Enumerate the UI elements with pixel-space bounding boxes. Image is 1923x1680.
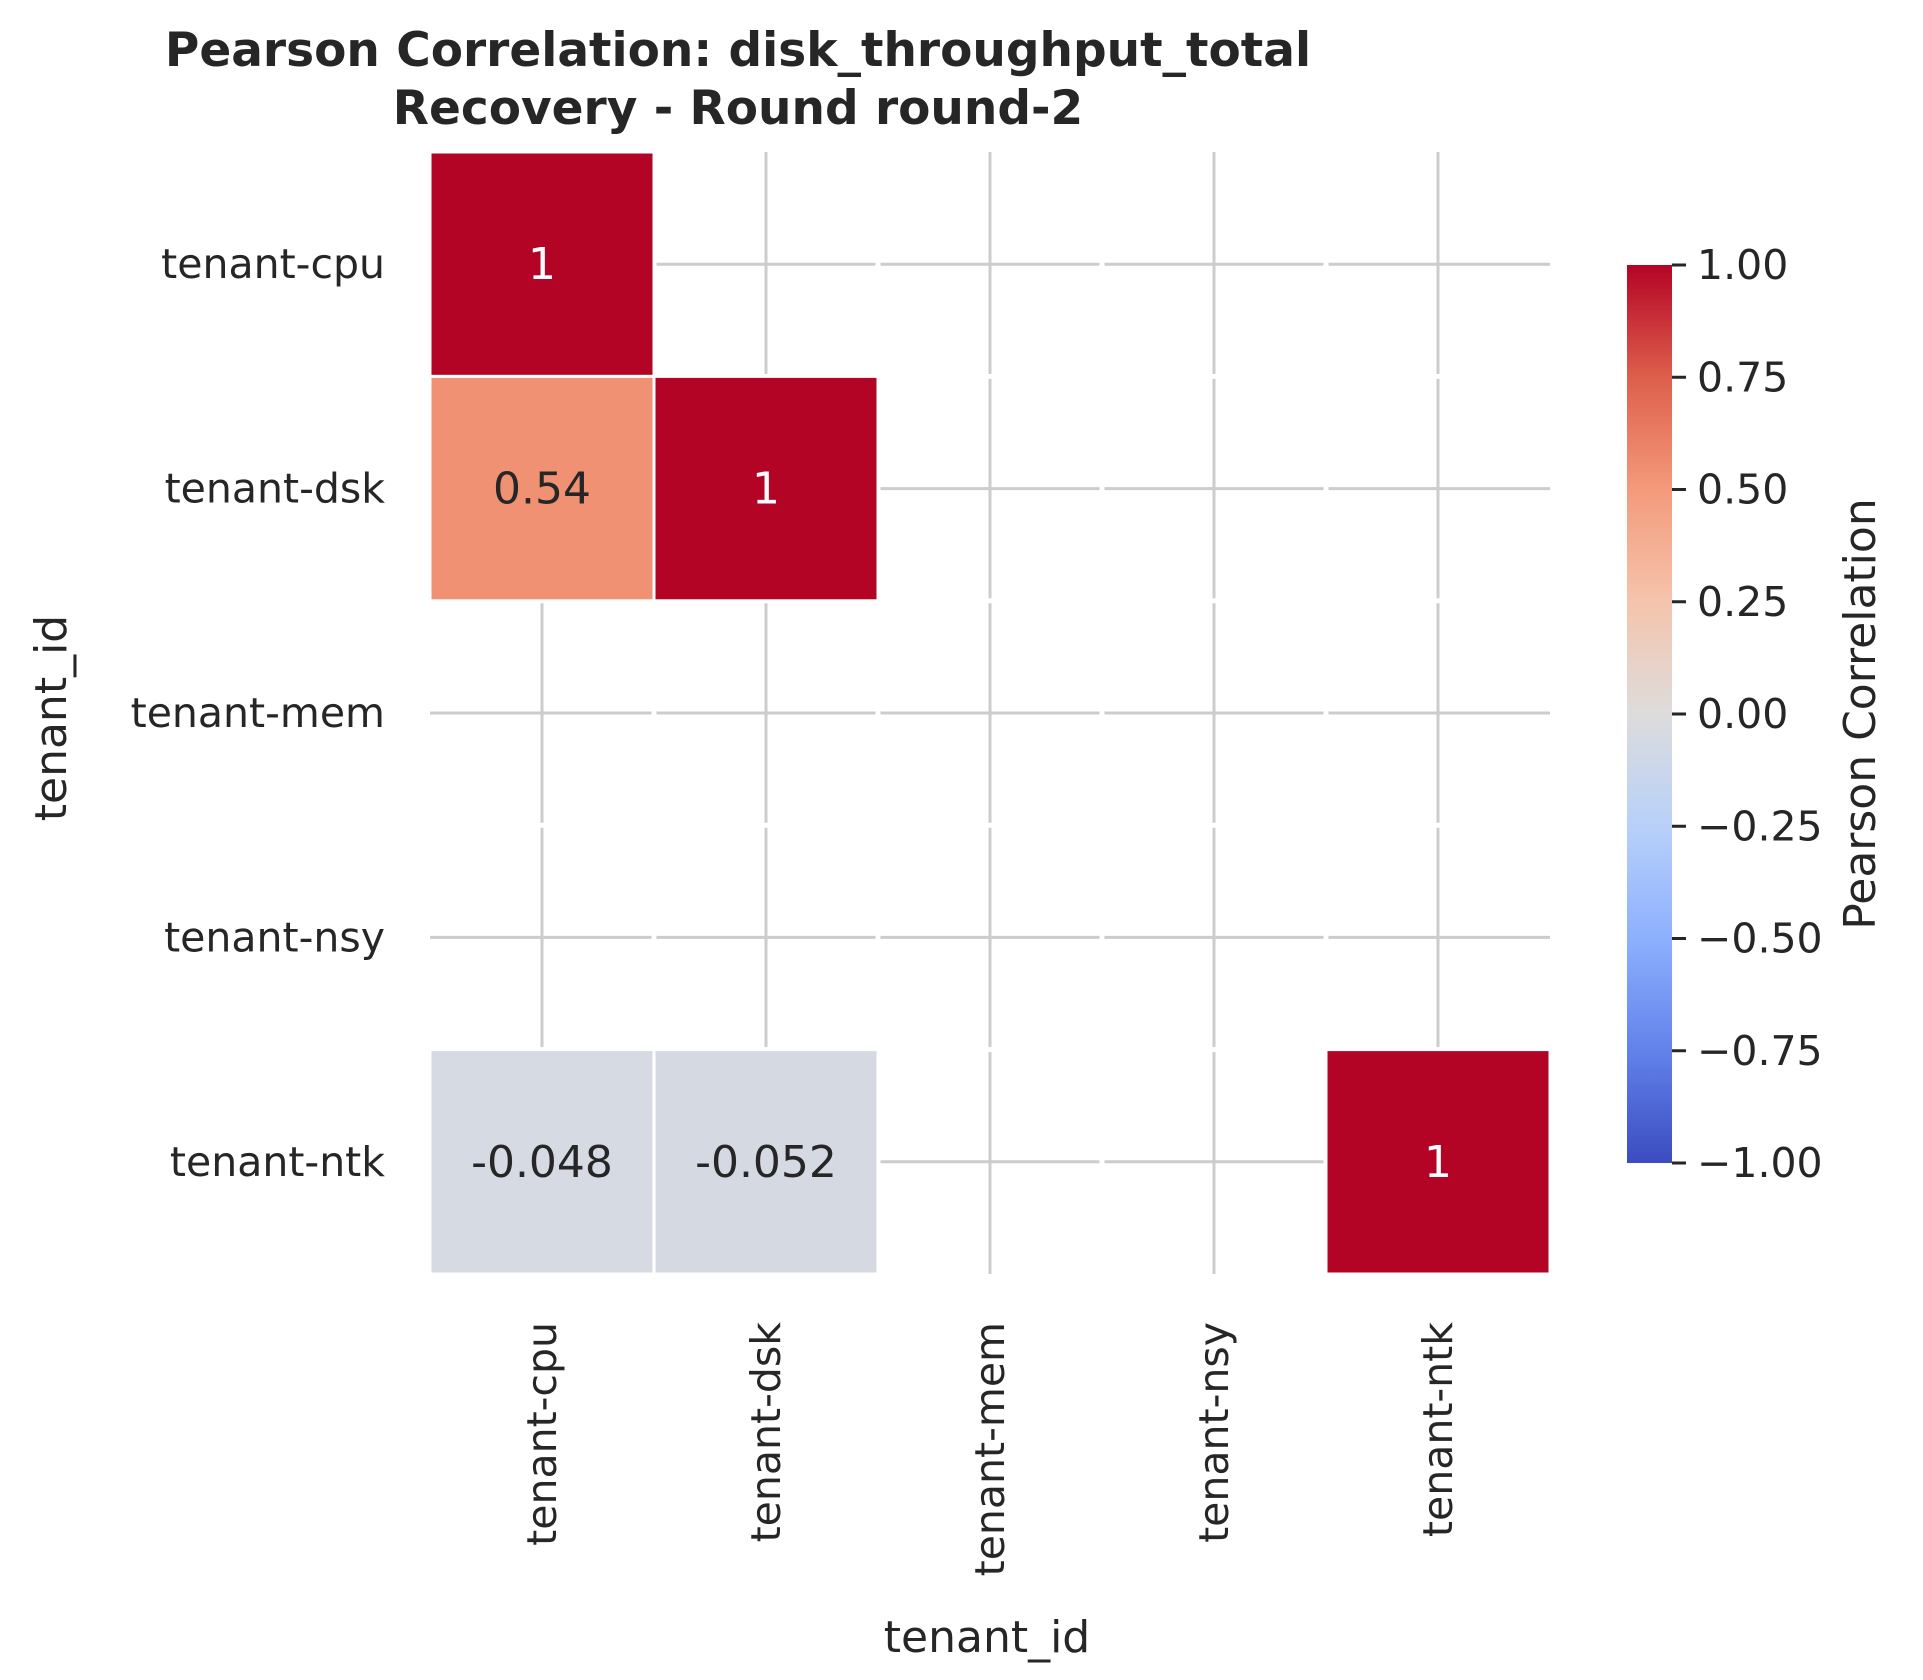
colorbar: 1.00 0.75 0.50 0.25 0.00 −0.25 −0.50 −0.75 −1.00 xyxy=(1627,241,1823,1187)
colorbar-gradient xyxy=(1627,265,1672,1163)
colorbar-tick-label: −0.75 xyxy=(1697,1027,1823,1075)
colorbar-ticks: 1.00 0.75 0.50 0.25 0.00 −0.25 −0.50 −0.75 −1.00 xyxy=(1672,241,1823,1187)
y-tick-labels: tenant-cpu tenant-dsk tenant-mem tenant-nsy… xyxy=(131,240,386,1186)
x-tick-label: tenant-ntk xyxy=(1414,1322,1462,1537)
colorbar-tick-label: 1.00 xyxy=(1697,241,1788,289)
colorbar-tick-label: −0.50 xyxy=(1697,915,1823,963)
x-axis-label: tenant_id xyxy=(884,1612,1090,1663)
x-tick-label: tenant-mem xyxy=(966,1322,1014,1576)
heatmap-cells xyxy=(428,150,1552,1276)
cell-annotation: -0.048 xyxy=(471,1137,613,1188)
colorbar-tick-label: 0.75 xyxy=(1697,353,1788,401)
y-tick-label: tenant-nsy xyxy=(164,913,385,961)
y-tick-label: tenant-dsk xyxy=(165,465,386,513)
cell-annotation: 1 xyxy=(1424,1137,1452,1188)
x-tick-labels: tenant-cpu tenant-dsk tenant-mem tenant-nsy… xyxy=(518,1322,1462,1577)
heatmap-cell-tenant-cpu-tenant-cpu xyxy=(428,150,656,378)
y-tick-label: tenant-ntk xyxy=(170,1138,385,1186)
colorbar-tick-label: 0.25 xyxy=(1697,578,1788,626)
x-tick-label: tenant-nsy xyxy=(1190,1322,1238,1543)
x-tick-label: tenant-cpu xyxy=(518,1322,566,1546)
colorbar-tick-label: −1.00 xyxy=(1697,1139,1823,1187)
colorbar-tick-label: 0.00 xyxy=(1697,690,1788,738)
cell-annotation: 0.54 xyxy=(493,464,591,515)
chart-title: Pearson Correlation: disk_throughput_tot… xyxy=(165,23,1311,78)
colorbar-tick-label: 0.50 xyxy=(1697,466,1788,514)
heatmap-cell-tenant-dsk-tenant-dsk xyxy=(652,374,880,603)
chart-subtitle: Recovery - Round round-2 xyxy=(393,81,1083,136)
heatmap-cell-tenant-ntk-tenant-cpu xyxy=(428,1048,656,1276)
heatmap-cell-tenant-dsk-tenant-cpu xyxy=(428,374,656,603)
x-tick-label: tenant-dsk xyxy=(742,1322,790,1543)
colorbar-tick-label: −0.25 xyxy=(1697,802,1823,850)
y-tick-label: tenant-mem xyxy=(131,689,385,737)
heatmap-cell-tenant-ntk-tenant-dsk xyxy=(652,1048,880,1276)
cell-annotation: 1 xyxy=(528,239,556,290)
y-tick-label: tenant-cpu xyxy=(161,240,385,288)
heatmap-cell-tenant-ntk-tenant-ntk xyxy=(1324,1048,1552,1276)
y-axis-label: tenant_id xyxy=(26,615,77,821)
colorbar-label: Pearson Correlation xyxy=(1835,498,1886,929)
cell-annotation: -0.052 xyxy=(695,1137,837,1188)
cell-annotation: 1 xyxy=(752,464,780,515)
cell-annotations: 1 0.54 1 -0.048 -0.052 1 xyxy=(471,239,1452,1188)
